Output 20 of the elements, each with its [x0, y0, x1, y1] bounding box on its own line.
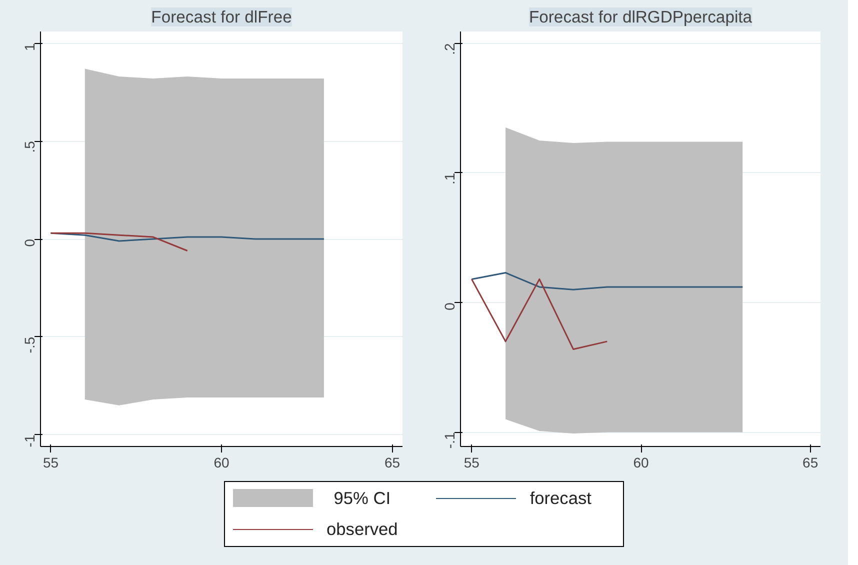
y-tick-label: .5: [22, 140, 38, 153]
x-tick-label: 65: [802, 454, 818, 470]
y-tick-label: -.5: [22, 336, 38, 354]
y-tick-label: .1: [442, 172, 458, 185]
x-tick-label: 55: [42, 454, 59, 470]
chart-title: Forecast for dlRGDPpercapita: [528, 8, 753, 26]
legend-label: forecast: [528, 487, 592, 510]
legend-label: observed: [326, 518, 399, 541]
x-tick-label: 60: [214, 454, 230, 470]
y-tick-label: 1: [22, 43, 38, 52]
y-tick-label: -1: [22, 434, 38, 448]
y-tick-label: 0: [22, 238, 38, 247]
y-tick-label: 0: [442, 302, 458, 310]
x-tick-label: 55: [464, 454, 480, 470]
text: 95% CI: [332, 487, 392, 510]
x-tick-label: 60: [633, 454, 650, 470]
chart-title: Forecast for dlFree: [151, 8, 292, 26]
x-tick-label: 65: [384, 454, 400, 470]
y-tick-label: -.1: [442, 432, 458, 449]
y-tick-label: .2: [442, 42, 458, 55]
